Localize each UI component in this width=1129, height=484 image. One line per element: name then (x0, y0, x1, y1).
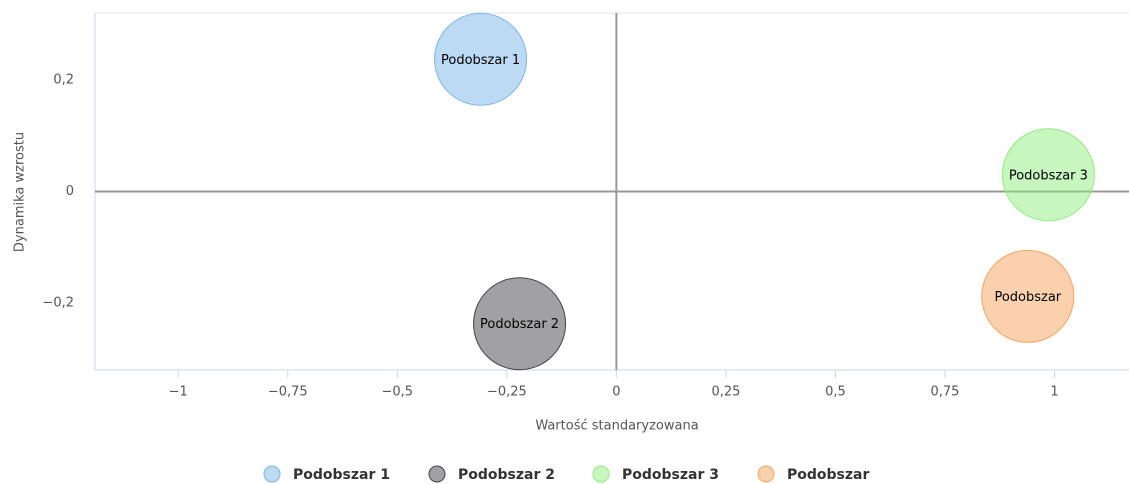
data-label: Podobszar 1 (441, 53, 520, 68)
x-tick-label: −0,5 (382, 385, 414, 400)
x-tick-label: 0,75 (931, 385, 960, 400)
data-label: Podobszar 3 (1009, 168, 1088, 183)
y-tick-label: 0,2 (53, 72, 74, 87)
legend-marker (428, 465, 446, 483)
x-tick-label: 0,25 (711, 385, 740, 400)
data-label: Podobszar (994, 290, 1061, 305)
legend-marker (263, 465, 281, 483)
legend-label: Podobszar 3 (622, 467, 719, 483)
bubble (434, 12, 528, 106)
legend-marker (592, 465, 610, 483)
legend-label: Podobszar 1 (293, 467, 390, 483)
legend-label: Podobszar (787, 467, 869, 483)
y-tick-label: 0 (66, 184, 74, 199)
bubble (981, 249, 1075, 343)
y-axis-title: Dynamika wzrostu (13, 132, 28, 252)
x-tick-label: 0 (612, 385, 620, 400)
y-tick-label: −0,2 (42, 296, 74, 311)
bubble (1001, 128, 1095, 222)
data-label: Podobszar 2 (480, 317, 559, 332)
x-tick-label: 0,5 (825, 385, 846, 400)
x-axis-title: Wartość standaryzowana (535, 419, 698, 434)
legend-label: Podobszar 2 (458, 467, 555, 483)
x-tick-label: −1 (169, 385, 188, 400)
x-tick-label: 1 (1050, 385, 1058, 400)
x-tick-label: −0,25 (487, 385, 527, 400)
legend-marker (757, 465, 775, 483)
bubble (473, 277, 567, 371)
x-tick-label: −0,75 (268, 385, 308, 400)
